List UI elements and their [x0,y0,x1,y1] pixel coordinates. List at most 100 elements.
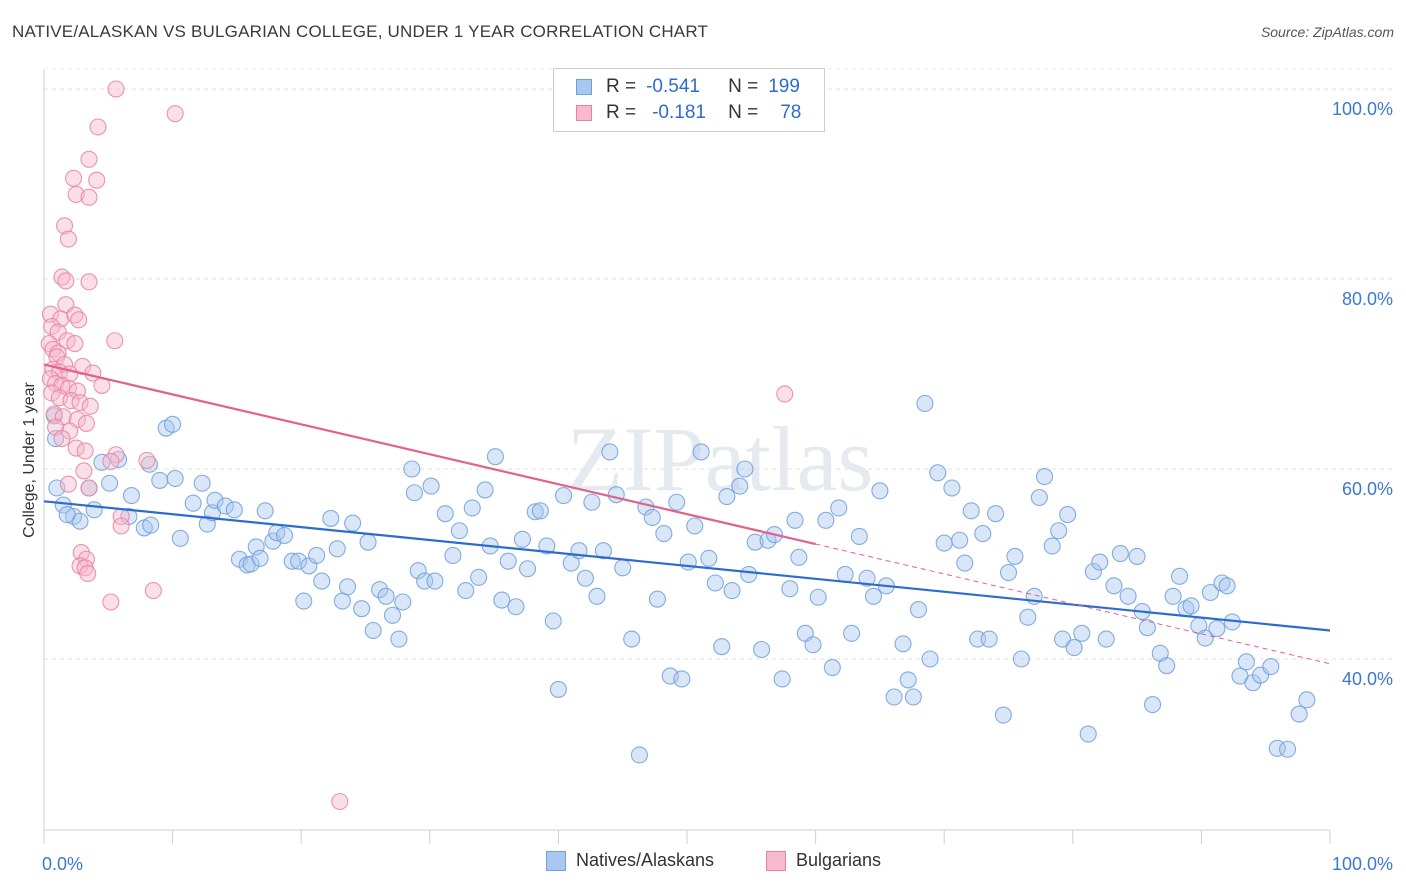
native-point [193,474,211,492]
bulgarian-point [65,169,83,187]
native-point [426,572,444,590]
native-point [333,592,351,610]
native-point [151,471,169,489]
native-point [904,688,922,706]
native-point [1084,563,1102,581]
x-tick-label: 0.0% [42,854,83,874]
native-point [740,565,758,584]
native-point [371,581,389,599]
native-point [85,501,103,519]
x-tick-label: 100.0% [1332,854,1393,874]
native-point [836,565,854,584]
native-point [974,525,992,543]
bulgarian-trend-line [43,363,816,546]
natives-swatch [576,79,592,95]
native-point [843,624,861,642]
native-point [364,621,382,640]
native-point [470,568,488,586]
native-point [409,562,427,580]
native-point [1208,620,1226,638]
bulgarian-point [76,442,94,460]
native-point [583,493,601,511]
native-point [1059,506,1077,524]
native-point [1119,587,1137,605]
bulgarian-point [43,317,61,336]
native-point [225,501,243,519]
native-point [444,546,462,565]
bulgarian-point [71,393,89,412]
native-point [1158,657,1176,675]
native-point [526,503,544,521]
native-point [1182,597,1200,615]
native-point [1097,630,1115,648]
bulgarian-point [75,462,93,480]
native-point [731,477,749,495]
native-point [538,537,556,555]
native-point [858,569,876,587]
bulgarians-swatch [576,105,592,121]
native-point [713,638,731,656]
native-point [549,680,567,698]
native-point [809,588,827,606]
native-point [781,580,799,598]
native-point [951,531,969,549]
native-point [507,598,525,616]
native-point [353,600,371,618]
native-point [885,688,903,706]
legend-row-bulgarians: R = -0.181 N = 78 [576,101,801,125]
bulgarian-point [41,305,59,323]
native-point [338,578,357,596]
bulgarian-point [47,374,65,393]
native-point [513,530,531,548]
native-point [987,505,1005,523]
native-point [850,527,868,546]
legend-item-bulgarians[interactable]: Bulgarians [766,850,881,871]
native-point [377,587,395,605]
bulgarian-trend-extension [815,543,1331,665]
native-point [1012,650,1030,668]
native-point [322,509,340,527]
native-point [753,640,771,659]
native-point [247,538,265,556]
native-point [643,508,661,527]
bulgarian-point [49,323,67,341]
native-point [476,481,494,499]
native-point [1073,624,1091,642]
native-point [943,479,961,497]
chart-title: NATIVE/ALASKAN VS BULGARIAN COLLEGE, UND… [12,22,709,41]
legend-item-natives[interactable]: Natives/Alaskans [546,850,714,871]
native-point [692,443,710,461]
native-point [403,460,421,478]
native-point [921,650,939,668]
natives-legend-label: Natives/Alaskans [576,850,715,870]
native-point [894,635,912,653]
native-point [607,486,625,504]
native-point [686,517,704,535]
native-point [980,630,998,648]
native-point [216,497,234,515]
native-point [1290,705,1308,723]
correlation-legend: R = -0.541 N = 199 R = -0.181 N = 78 [553,68,825,132]
native-point [823,658,841,677]
bulgarian-point [80,479,98,497]
trend-layer [43,363,1331,665]
bulgarian-point [56,217,74,235]
bulgarians-legend-swatch [766,850,786,871]
native-point [1043,537,1061,555]
native-point [531,502,549,520]
native-point [773,670,791,688]
bulgarian-point [331,792,349,811]
native-point [486,448,504,466]
native-point [723,582,741,600]
native-point [416,572,434,590]
source-label: Source: ZipAtlas.com [1260,24,1394,40]
natives-legend-swatch [546,850,566,871]
bulgarian-point [80,188,98,206]
native-point [1298,691,1316,709]
native-point [390,630,408,648]
native-point [679,553,697,571]
native-point [1164,587,1182,605]
native-point [1143,696,1162,714]
native-point [916,394,934,413]
